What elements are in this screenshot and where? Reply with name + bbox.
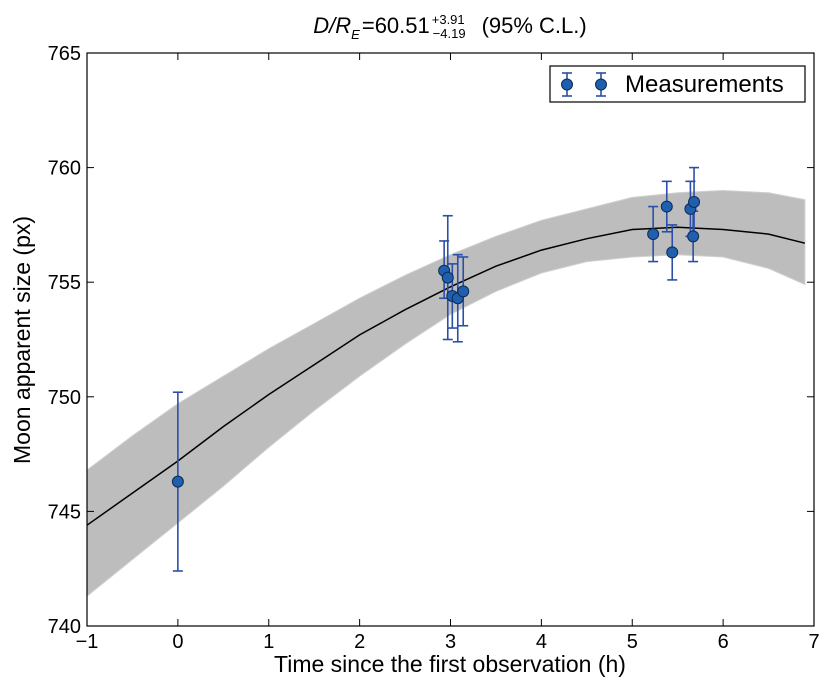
y-tick-label: 760 bbox=[48, 158, 81, 180]
x-tick-label: 0 bbox=[172, 631, 183, 653]
legend-marker bbox=[595, 72, 607, 97]
data-point bbox=[647, 228, 660, 241]
title-lhs: D/R bbox=[313, 13, 351, 38]
y-tick-label: 740 bbox=[48, 616, 81, 638]
legend-markers bbox=[561, 72, 607, 97]
legend-marker bbox=[561, 72, 573, 97]
x-tick-label: −1 bbox=[76, 631, 99, 653]
x-axis-label: Time since the first observation (h) bbox=[274, 651, 626, 677]
y-tick-label: 750 bbox=[48, 387, 81, 409]
x-tick-label: 6 bbox=[718, 631, 729, 653]
legend-box bbox=[549, 65, 806, 103]
confidence-band bbox=[86, 189, 806, 598]
x-tick-label: 2 bbox=[354, 631, 365, 653]
y-axis-label: Moon apparent size (px) bbox=[9, 216, 35, 464]
data-point bbox=[660, 200, 673, 213]
x-tick-label: 3 bbox=[445, 631, 456, 653]
title-err-minus: −4.19 bbox=[433, 26, 466, 41]
title-equals: = bbox=[362, 13, 375, 38]
y-tick-label: 745 bbox=[48, 501, 81, 523]
data-point bbox=[171, 475, 184, 488]
legend: Measurements bbox=[549, 65, 806, 103]
legend-label: Measurements bbox=[625, 71, 784, 98]
title-value: 60.51 bbox=[375, 13, 430, 38]
data-point bbox=[666, 246, 679, 259]
title-lhs-sub: E bbox=[351, 27, 360, 42]
x-tick-label: 1 bbox=[263, 631, 274, 653]
data-point bbox=[687, 230, 700, 243]
data-point bbox=[457, 285, 470, 298]
title-err-plus: +3.91 bbox=[432, 12, 465, 27]
data-point bbox=[688, 195, 701, 208]
x-tick-label: 4 bbox=[536, 631, 547, 653]
axis-ticks: −1 0 1 2 3 4 5 6 7 740 745 750 755 760 765 bbox=[48, 43, 820, 653]
legend-point bbox=[561, 78, 573, 91]
data-points bbox=[171, 195, 701, 488]
chart-title: D/RE=60.51 +3.91 −4.19 (95% C.L.) bbox=[313, 12, 586, 42]
title-suffix: (95% C.L.) bbox=[482, 13, 587, 38]
data-point bbox=[441, 271, 454, 284]
y-tick-label: 765 bbox=[48, 43, 81, 65]
x-tick-label: 5 bbox=[627, 631, 638, 653]
x-tick-label: 7 bbox=[808, 631, 819, 653]
legend-point bbox=[595, 78, 607, 91]
y-tick-label: 755 bbox=[48, 272, 81, 294]
band-area bbox=[86, 189, 806, 598]
